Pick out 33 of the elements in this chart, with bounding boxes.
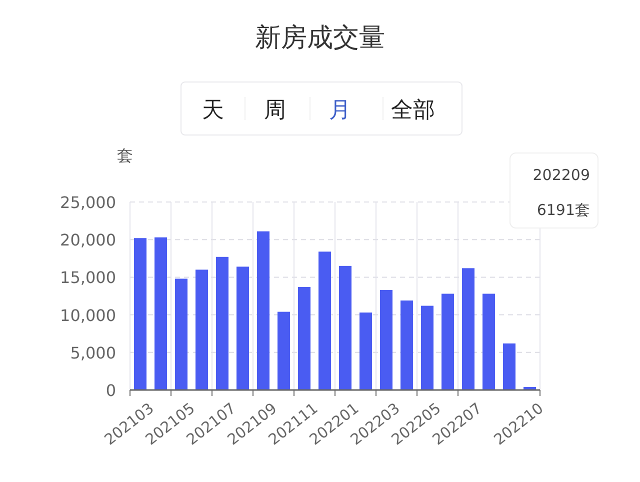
text: 月 [329,98,351,123]
y-axis-title: 套 [117,146,133,165]
text: 202209 [532,166,590,184]
annotation: 6191套 [536,201,590,219]
y-tick-label: 15,000 [60,268,116,288]
bar [154,237,167,390]
bar [318,252,331,390]
bar [360,312,372,390]
y-tick-label: 0 [106,381,116,400]
chart-title: 新房成交量 [255,23,385,53]
y-tick-label: 10,000 [60,306,116,325]
text: 周 [264,98,286,123]
bar [134,238,146,390]
bar [421,306,434,390]
bar [462,268,474,390]
y-tick-label: 5,000 [70,343,116,362]
text: 全部 [391,98,435,123]
bar [482,294,495,390]
bar [298,286,310,390]
bar [339,266,352,390]
bar [400,300,413,390]
bar [503,343,516,390]
bar [175,278,188,390]
bar [380,290,392,390]
bar [442,294,454,390]
bar [236,266,249,390]
bar [257,231,270,390]
y-tick-label: 25,000 [60,193,116,212]
bar [196,270,208,390]
bar [216,256,228,390]
bar [278,312,290,390]
y-tick-label: 20,000 [60,230,116,250]
text: 天 [202,98,224,123]
